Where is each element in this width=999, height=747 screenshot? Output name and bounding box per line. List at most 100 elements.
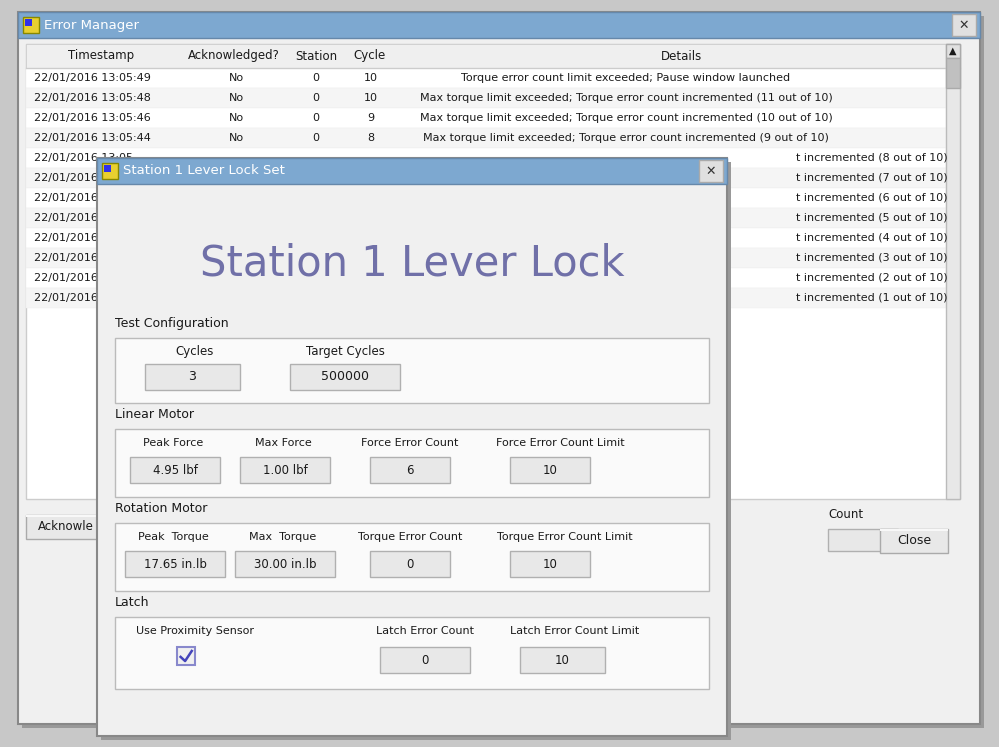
Bar xyxy=(102,163,118,179)
Bar xyxy=(26,188,946,208)
Text: No: No xyxy=(229,73,244,83)
Text: 4.95 lbf: 4.95 lbf xyxy=(153,463,198,477)
Text: 22/01/2016 13:05:49: 22/01/2016 13:05:49 xyxy=(34,73,151,83)
Text: Close: Close xyxy=(897,535,931,548)
Text: 6: 6 xyxy=(407,463,414,477)
Text: t incremented (1 out of 10): t incremented (1 out of 10) xyxy=(796,293,947,303)
Text: Max torque limit exceeded; Torque error count incremented (9 out of 10): Max torque limit exceeded; Torque error … xyxy=(423,133,829,143)
Text: 0: 0 xyxy=(422,654,429,666)
Bar xyxy=(828,529,898,551)
Bar xyxy=(946,44,960,58)
Text: 0: 0 xyxy=(313,113,320,123)
Bar xyxy=(104,165,111,172)
Text: Torque Error Count Limit: Torque Error Count Limit xyxy=(498,532,632,542)
Bar xyxy=(26,228,946,248)
Text: Max torque limit exceeded; Torque error count incremented (11 out of 10): Max torque limit exceeded; Torque error … xyxy=(420,93,832,103)
Text: Latch: Latch xyxy=(115,597,150,610)
Text: Station: Station xyxy=(295,49,337,63)
Text: Torque Error Count: Torque Error Count xyxy=(358,532,463,542)
Text: ✕: ✕ xyxy=(959,19,969,31)
Bar xyxy=(177,647,195,665)
Text: t incremented (3 out of 10): t incremented (3 out of 10) xyxy=(796,253,947,263)
Text: 500000: 500000 xyxy=(321,371,369,383)
Bar xyxy=(23,17,39,33)
Text: Latch Error Count: Latch Error Count xyxy=(376,626,474,636)
Bar xyxy=(115,617,709,689)
Text: No: No xyxy=(229,93,244,103)
Text: 22/01/2016 13:05: 22/01/2016 13:05 xyxy=(34,233,133,243)
Text: Test Configuration: Test Configuration xyxy=(115,317,229,330)
Bar xyxy=(235,551,335,577)
Bar xyxy=(101,162,731,740)
Bar xyxy=(26,248,946,268)
Text: 10: 10 xyxy=(555,654,570,666)
Bar xyxy=(370,457,450,483)
Bar xyxy=(26,148,946,168)
Bar xyxy=(952,14,976,36)
Bar xyxy=(115,429,709,497)
Text: 22/01/2016 13:05: 22/01/2016 13:05 xyxy=(34,273,133,283)
Bar xyxy=(26,168,946,188)
Text: Max Force: Max Force xyxy=(255,438,312,448)
Bar xyxy=(26,68,946,88)
Bar xyxy=(18,12,980,38)
Bar xyxy=(26,44,960,499)
Bar xyxy=(946,58,960,88)
Text: t incremented (8 out of 10): t incremented (8 out of 10) xyxy=(796,153,948,163)
Text: 8: 8 xyxy=(368,133,375,143)
Bar xyxy=(26,515,106,539)
Bar xyxy=(370,551,450,577)
Text: Acknowledged?: Acknowledged? xyxy=(188,49,280,63)
Text: 22/01/2016 13:05:44: 22/01/2016 13:05:44 xyxy=(34,133,151,143)
Text: Linear Motor: Linear Motor xyxy=(115,409,194,421)
Bar xyxy=(880,529,948,553)
Bar xyxy=(26,128,946,148)
Text: 22/01/2016 13:05:48: 22/01/2016 13:05:48 xyxy=(34,93,151,103)
Text: t incremented (7 out of 10): t incremented (7 out of 10) xyxy=(796,173,948,183)
Bar xyxy=(699,160,723,182)
Bar xyxy=(97,158,727,736)
Bar xyxy=(115,523,709,591)
Text: 17.65 in.lb: 17.65 in.lb xyxy=(144,557,207,571)
Bar xyxy=(26,208,946,228)
Text: 22/01/2016 13:05: 22/01/2016 13:05 xyxy=(34,213,133,223)
Bar xyxy=(26,44,960,68)
Bar xyxy=(240,457,330,483)
Text: ✕: ✕ xyxy=(705,164,716,178)
Text: Force Error Count: Force Error Count xyxy=(362,438,459,448)
Text: Details: Details xyxy=(660,49,701,63)
Text: Use Proximity Sensor: Use Proximity Sensor xyxy=(136,626,254,636)
Text: 10: 10 xyxy=(542,463,557,477)
Text: Count: Count xyxy=(828,509,863,521)
Text: 22/01/2016 13:05: 22/01/2016 13:05 xyxy=(34,193,133,203)
Text: Max torque limit exceeded; Torque error count incremented (10 out of 10): Max torque limit exceeded; Torque error … xyxy=(420,113,832,123)
Text: Cycles: Cycles xyxy=(176,346,214,359)
Text: 0: 0 xyxy=(407,557,414,571)
Text: Latch Error Count Limit: Latch Error Count Limit xyxy=(510,626,639,636)
Bar xyxy=(26,515,106,517)
Text: 22/01/2016 13:05: 22/01/2016 13:05 xyxy=(34,153,133,163)
Text: 22/01/2016 13:05: 22/01/2016 13:05 xyxy=(34,293,133,303)
Bar xyxy=(25,19,32,26)
Bar xyxy=(26,88,946,108)
Text: Target Cycles: Target Cycles xyxy=(306,346,385,359)
Text: Acknowle: Acknowle xyxy=(38,521,94,533)
Text: Peak Force: Peak Force xyxy=(143,438,203,448)
Text: Peak  Torque: Peak Torque xyxy=(138,532,209,542)
Bar xyxy=(946,44,960,499)
Text: 22/01/2016 13:05: 22/01/2016 13:05 xyxy=(34,173,133,183)
Text: Station 1 Lever Lock: Station 1 Lever Lock xyxy=(200,243,624,285)
Text: 22/01/2016 13:05:46: 22/01/2016 13:05:46 xyxy=(34,113,151,123)
Bar xyxy=(510,551,590,577)
Text: Torque error count limit exceeded; Pause window launched: Torque error count limit exceeded; Pause… xyxy=(462,73,790,83)
Text: No: No xyxy=(229,113,244,123)
Text: Timestamp: Timestamp xyxy=(68,49,134,63)
Text: 0: 0 xyxy=(313,133,320,143)
Text: 1.00 lbf: 1.00 lbf xyxy=(263,463,308,477)
Text: 30.00 in.lb: 30.00 in.lb xyxy=(254,557,317,571)
Text: 10: 10 xyxy=(364,73,378,83)
Bar xyxy=(510,457,590,483)
Text: Error Manager: Error Manager xyxy=(44,19,139,31)
Text: 3: 3 xyxy=(189,371,197,383)
Bar xyxy=(26,268,946,288)
